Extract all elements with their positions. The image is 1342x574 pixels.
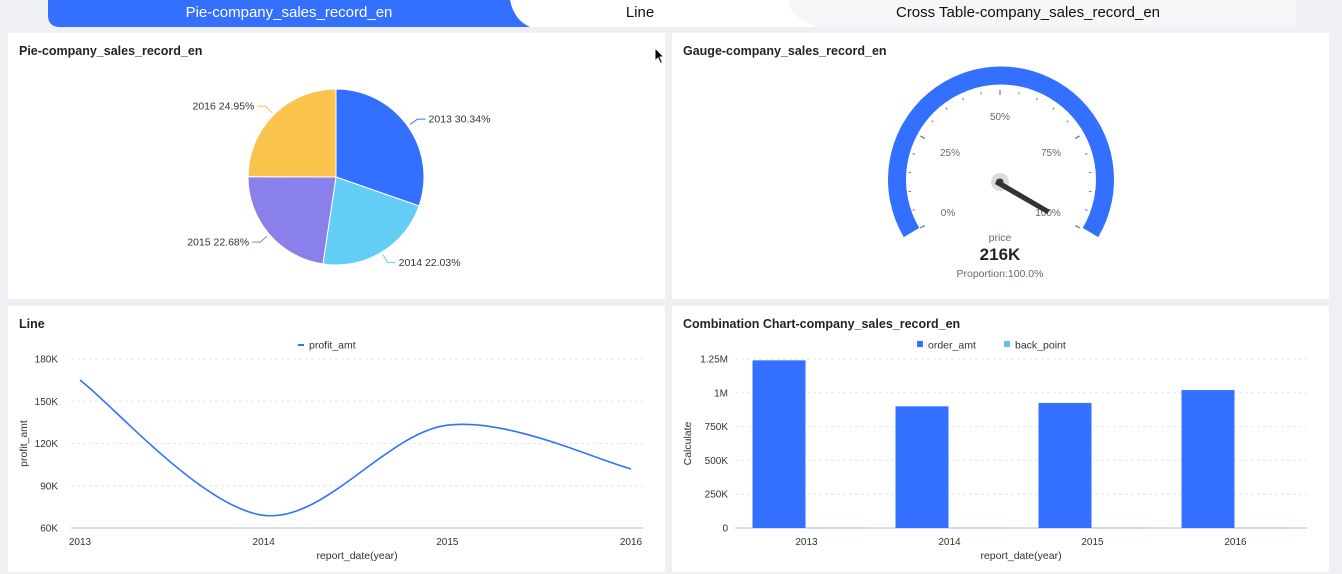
gauge-tick [931, 120, 934, 123]
pie-card-title: Pie-company_sales_record_en [19, 44, 203, 58]
line-ytick-label: 60K [40, 524, 58, 535]
combo-legend-label-order_amt[interactable]: order_amt [928, 340, 976, 352]
combo-legend-marker-order_amt [917, 341, 923, 347]
gauge-tick-label-0: 0% [941, 208, 956, 219]
combo-ytick-label: 1.25M [700, 355, 728, 366]
pie-slice-2015[interactable] [247, 176, 337, 265]
gauge-tick [962, 97, 965, 101]
line-ytick-label: 180K [35, 355, 59, 366]
combo-x-axis-title: report_date(year) [980, 550, 1061, 562]
combo-xtick-label: 2014 [938, 537, 961, 548]
gauge-metric-label: price [989, 232, 1012, 244]
combo-ytick-label: 500K [705, 456, 729, 467]
combo-legend-marker-back_point [1004, 341, 1010, 347]
pie-slice-2016[interactable] [247, 88, 337, 178]
gauge-tick [1084, 153, 1088, 155]
line-ytick-label: 150K [35, 397, 59, 408]
line-xtick-label: 2013 [69, 537, 92, 548]
gauge-tick [1075, 224, 1080, 229]
gauge-tick-label-100: 100% [1035, 208, 1061, 219]
line-series-profit_amt[interactable] [79, 379, 632, 517]
tab-3-shape [780, 0, 1296, 27]
combo-bar-back_point-2013[interactable] [807, 527, 861, 529]
gauge-card: Gauge-company_sales_record_en 0% 25% 50%… [672, 33, 1329, 299]
pie-label-line-2016 [257, 105, 273, 113]
gauge-tick [1018, 91, 1020, 95]
pie-label-line-2014 [382, 254, 396, 264]
gauge-pivot-center [996, 178, 1004, 186]
tab-bar: Pie-company_sales_record_en Line Cross T… [48, 0, 1296, 27]
line-xtick-label: 2015 [436, 537, 459, 548]
combo-bar-order_amt-2015[interactable] [1038, 402, 1092, 528]
tab-pie[interactable]: Pie-company_sales_record_en [185, 4, 393, 21]
combo-card: Combination Chart-company_sales_record_e… [672, 306, 1329, 572]
combo-ytick-label: 250K [705, 490, 729, 501]
gauge-tick [1066, 120, 1069, 123]
combo-ytick-label: 750K [705, 422, 729, 433]
pie-label-2014: 2014 22.03% [399, 257, 461, 269]
gauge-tick [1084, 209, 1088, 211]
line-card: Line 60K 90K 120K 150K 180K 2013 2014 2015 2016 r… [8, 306, 665, 572]
line-x-axis-title: report_date(year) [316, 550, 397, 562]
gauge-tick [1075, 135, 1080, 140]
tab-2-shape [508, 0, 818, 27]
line-chart: 60K 90K 120K 150K 180K 2013 2014 2015 2016 report… [18, 340, 643, 562]
gauge-proportion: Proportion:100.0% [957, 268, 1044, 280]
combo-card-title: Combination Chart-company_sales_record_e… [683, 317, 961, 331]
combo-bar-order_amt-2016[interactable] [1181, 390, 1235, 528]
gauge-chart: 0% 25% 50% 75% 100% price 216K Proportio… [888, 66, 1114, 280]
pie-label-2013: 2013 30.34% [429, 114, 491, 126]
pie-chart: 2013 30.34% 2014 22.03% 2015 22.68% 2016 24… [187, 88, 491, 269]
line-ytick-label: 90K [40, 481, 58, 492]
combo-ytick-label: 0 [722, 524, 728, 535]
mouse-cursor-icon [654, 47, 666, 65]
pie-label-line-2015 [252, 235, 268, 243]
line-legend-label[interactable]: profit_amt [309, 340, 356, 352]
tab-line[interactable]: Line [625, 4, 655, 21]
line-xtick-label: 2014 [253, 537, 276, 548]
tab-cross-table[interactable]: Cross Table-company_sales_record_en [895, 4, 1161, 21]
combo-ytick-label: 1M [714, 388, 728, 399]
gauge-tick [912, 153, 916, 155]
gauge-tick-label-25: 25% [940, 148, 960, 159]
gauge-needle [995, 179, 1050, 214]
combo-bar-back_point-2014[interactable] [950, 527, 1004, 529]
pie-slice-2014[interactable] [322, 176, 420, 266]
combo-bar-order_amt-2013[interactable] [752, 360, 806, 528]
gauge-card-title: Gauge-company_sales_record_en [683, 44, 887, 58]
combo-y-axis-title: Calculate [682, 421, 694, 465]
pie-label-line-2013 [409, 118, 426, 125]
line-ytick-label: 120K [35, 439, 59, 450]
tab-bar-background [48, 0, 1296, 27]
gauge-tick [980, 91, 982, 95]
gauge-tick [1052, 107, 1055, 110]
combo-xtick-label: 2013 [795, 537, 818, 548]
gauge-tick [912, 209, 916, 211]
gauge-tick [945, 107, 948, 110]
combo-chart: 0 250K 500K 750K 1M 1.25M 2013 2014 2015 2016 repo… [682, 340, 1307, 562]
line-y-axis-title: profit_amt [18, 420, 30, 467]
combo-bar-order_amt-2014[interactable] [895, 406, 949, 528]
gauge-tick [920, 135, 925, 140]
gauge-tick-label-75: 75% [1041, 148, 1061, 159]
gauge-ticks [908, 90, 1092, 229]
combo-bar-back_point-2015[interactable] [1093, 527, 1147, 529]
line-card-title: Line [19, 317, 45, 331]
line-xtick-label: 2016 [620, 537, 643, 548]
combo-legend-label-back_point[interactable]: back_point [1015, 340, 1066, 352]
combo-xtick-label: 2015 [1081, 537, 1104, 548]
pie-label-2015: 2015 22.68% [187, 237, 249, 249]
pie-card: Pie-company_sales_record_en 2013 30.34% 2… [8, 33, 665, 299]
combo-xtick-label: 2016 [1224, 537, 1247, 548]
tab-1-shape [48, 0, 530, 27]
gauge-tick [920, 224, 925, 229]
pie-slice-2013[interactable] [335, 88, 425, 207]
gauge-value: 216K [980, 245, 1021, 264]
gauge-tick-label-50: 50% [990, 112, 1010, 123]
combo-bar-back_point-2016[interactable] [1236, 527, 1290, 529]
pie-label-2016: 2016 24.95% [193, 101, 255, 113]
gauge-tick [1035, 97, 1038, 101]
gauge-arc [888, 66, 1114, 238]
